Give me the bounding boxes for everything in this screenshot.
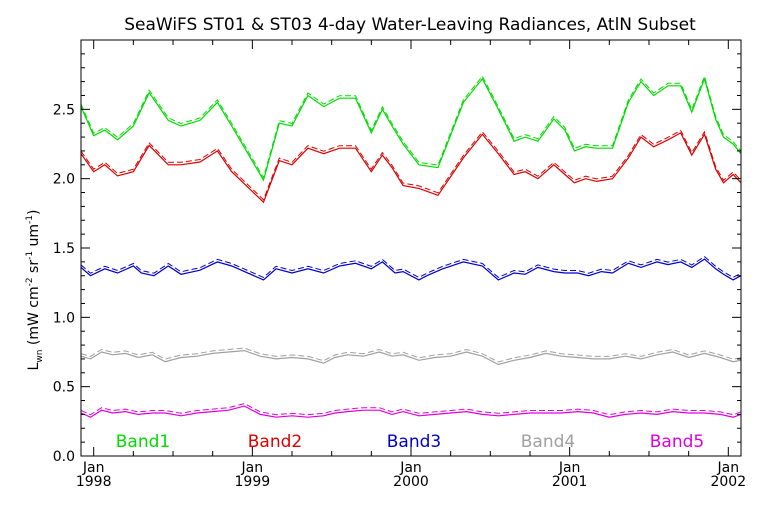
y-axis-label: Lwn (mW cm-2 sr-1 um-1)	[25, 210, 45, 371]
y-label-sup3: -1	[25, 215, 35, 224]
y-label-sub: wn	[35, 350, 45, 363]
y-tick-label: 2.5	[53, 102, 75, 118]
series-line-dashed-band1	[81, 74, 741, 179]
x-tick-month: Jan	[717, 460, 740, 476]
y-label-units-post: )	[26, 210, 42, 215]
x-tick-year: 1998	[76, 474, 112, 490]
x-tick-month: Jan	[399, 460, 422, 476]
series-line-dashed-band2	[81, 129, 741, 201]
y-label-main: L	[26, 362, 42, 370]
legend-label-band2: Band2	[248, 432, 302, 452]
x-tick-year: 2000	[393, 474, 429, 490]
series-line-band4	[81, 349, 741, 366]
y-tick-label: 1.0	[53, 310, 75, 326]
y-tick-label: 1.5	[53, 241, 75, 257]
x-tick-month: Jan	[241, 460, 264, 476]
plot-frame	[80, 39, 742, 457]
y-label-sup2: -1	[25, 251, 35, 260]
y-tick-label: 0.5	[53, 380, 75, 396]
x-tick-month: Jan	[558, 460, 581, 476]
legend-label-band3: Band3	[387, 432, 441, 452]
series-line-dashed-band3	[81, 255, 741, 278]
y-tick-label: 2.0	[53, 172, 75, 188]
legend-label-band5: Band5	[650, 432, 704, 452]
legend: Band1 Band2 Band3 Band4 Band5	[116, 432, 704, 452]
y-label-units-mid: sr	[26, 260, 42, 278]
series-line-band2	[81, 132, 741, 204]
series-layer	[81, 74, 741, 418]
x-tick-year: 2001	[552, 474, 588, 490]
x-tick-month: Jan	[82, 460, 105, 476]
y-label-sup1: -2	[25, 277, 35, 286]
series-line-band3	[81, 258, 741, 281]
y-tick-label: 0.0	[53, 449, 75, 465]
series-line-band1	[81, 76, 741, 182]
x-tick-year: 1999	[235, 474, 271, 490]
y-label-units-pre: (mW cm	[26, 286, 42, 349]
x-tick-year: 2002	[710, 474, 746, 490]
y-axis: 0.0 0.5 1.0 1.5 2.0 2.5	[53, 53, 741, 465]
series-line-band5	[81, 405, 741, 418]
series-line-dashed-band5	[81, 403, 741, 416]
legend-label-band4: Band4	[521, 432, 575, 452]
y-label-units-mid2: um	[26, 224, 42, 251]
series-line-dashed-band4	[81, 347, 741, 363]
legend-label-band1: Band1	[116, 432, 170, 452]
chart-title: SeaWiFS ST01 & ST03 4-day Water-Leaving …	[124, 15, 696, 35]
